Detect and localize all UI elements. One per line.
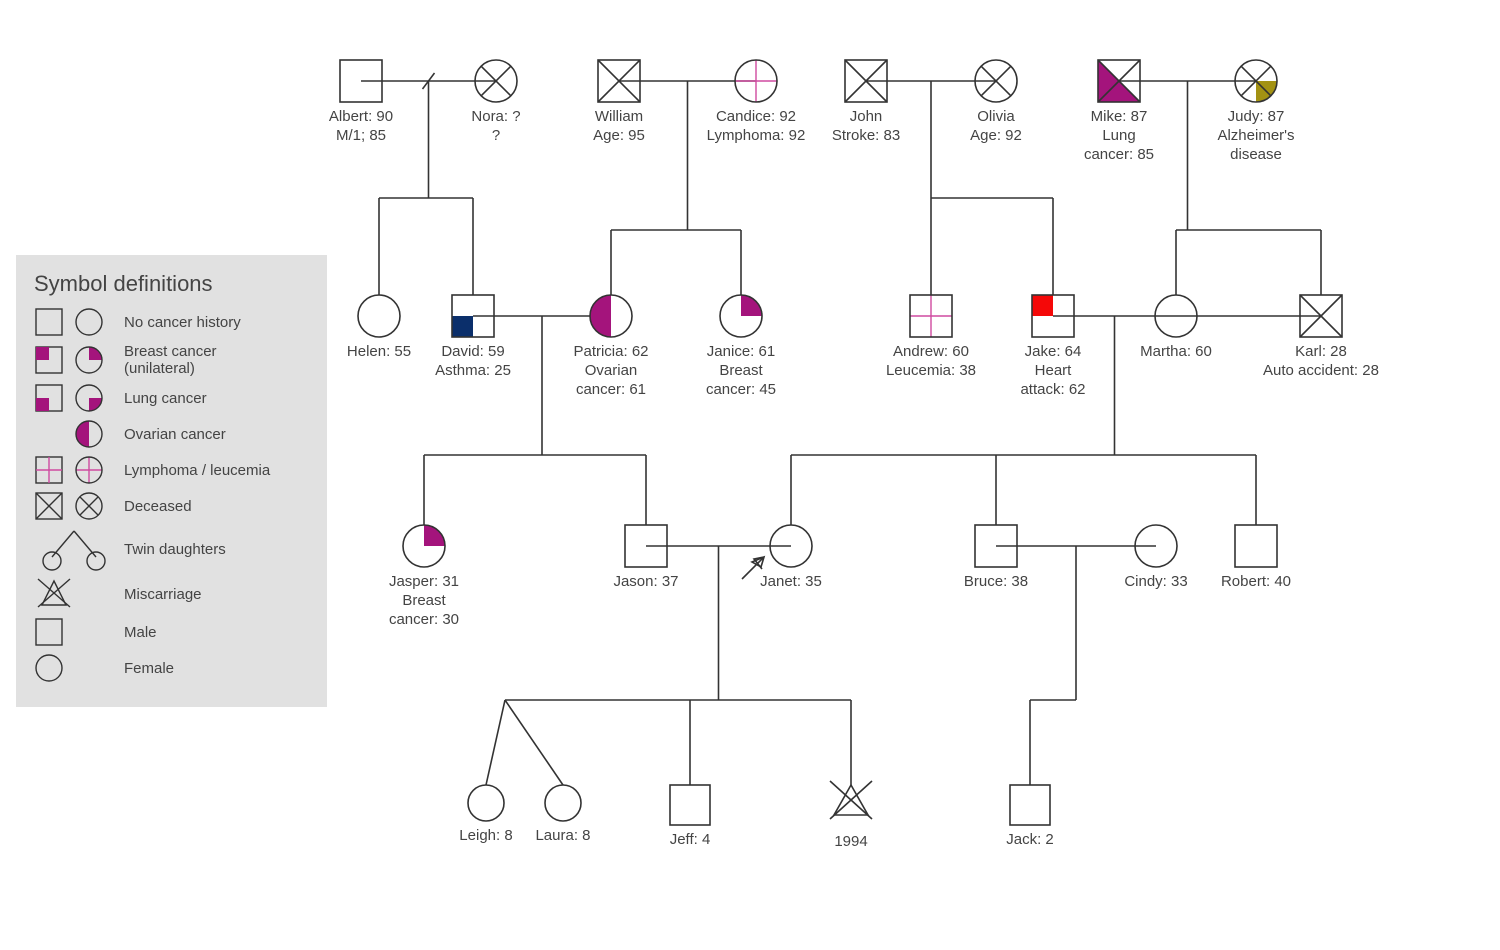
- legend-panel: Symbol definitions No cancer history Brea…: [16, 255, 327, 707]
- person-candice: [735, 60, 777, 102]
- legend-label: Deceased: [124, 498, 192, 515]
- label-jeff: Jeff: 4: [610, 831, 770, 850]
- legend-label: Female: [124, 660, 174, 677]
- legend-row-ovarian: Ovarian cancer: [34, 419, 309, 449]
- label-jack: Jack: 2: [950, 831, 1110, 850]
- person-jeff: [670, 785, 710, 825]
- person-janice: [720, 295, 762, 337]
- label-janice: Janice: 61 Breast cancer: 45: [661, 343, 821, 399]
- legend-label: Lung cancer: [124, 390, 207, 407]
- legend-label: Breast cancer (unilateral): [124, 343, 217, 377]
- label-bruce: Bruce: 38: [916, 573, 1076, 592]
- legend-label: Twin daughters: [124, 541, 226, 558]
- legend-label: Miscarriage: [124, 586, 202, 603]
- legend-title: Symbol definitions: [34, 271, 309, 297]
- label-david: David: 59 Asthma: 25: [393, 343, 553, 381]
- person-andrew: [910, 295, 952, 337]
- legend-row-female: Female: [34, 653, 309, 683]
- legend-row-male: Male: [34, 617, 309, 647]
- legend-row-breast: Breast cancer (unilateral): [34, 343, 309, 377]
- person-robert: [1235, 525, 1277, 567]
- legend-row-lung: Lung cancer: [34, 383, 309, 413]
- label-jason: Jason: 37: [566, 573, 726, 592]
- person-laura: [545, 785, 581, 821]
- label-mike: Mike: 87 Lung cancer: 85: [1039, 108, 1199, 164]
- label-william: William Age: 95: [539, 108, 699, 146]
- legend-label: Male: [124, 624, 157, 641]
- label-jasper: Jasper: 31 Breast cancer: 30: [344, 573, 504, 629]
- person-leigh: [468, 785, 504, 821]
- label-martha: Martha: 60: [1096, 343, 1256, 362]
- person-misc: [830, 781, 872, 819]
- legend-row-miscarriage: Miscarriage: [34, 577, 309, 611]
- legend-label: Ovarian cancer: [124, 426, 226, 443]
- label-janet: Janet: 35: [711, 573, 871, 592]
- label-judy: Judy: 87 Alzheimer's disease: [1176, 108, 1336, 164]
- person-patricia: [590, 295, 632, 337]
- label-karl: Karl: 28 Auto accident: 28: [1241, 343, 1401, 381]
- legend-label: Lymphoma / leucemia: [124, 462, 270, 479]
- label-misc: 1994: [771, 833, 931, 852]
- legend-row-lymphoma: Lymphoma / leucemia: [34, 455, 309, 485]
- legend-row-no-cancer: No cancer history: [34, 307, 309, 337]
- person-jasper: [403, 525, 445, 567]
- person-janet: [742, 525, 812, 579]
- connector-lines: [361, 73, 1321, 785]
- legend-row-deceased: Deceased: [34, 491, 309, 521]
- label-robert: Robert: 40: [1176, 573, 1336, 592]
- person-jack: [1010, 785, 1050, 825]
- legend-label: No cancer history: [124, 314, 241, 331]
- person-helen: [358, 295, 400, 337]
- legend-row-twins: Twin daughters: [34, 527, 309, 571]
